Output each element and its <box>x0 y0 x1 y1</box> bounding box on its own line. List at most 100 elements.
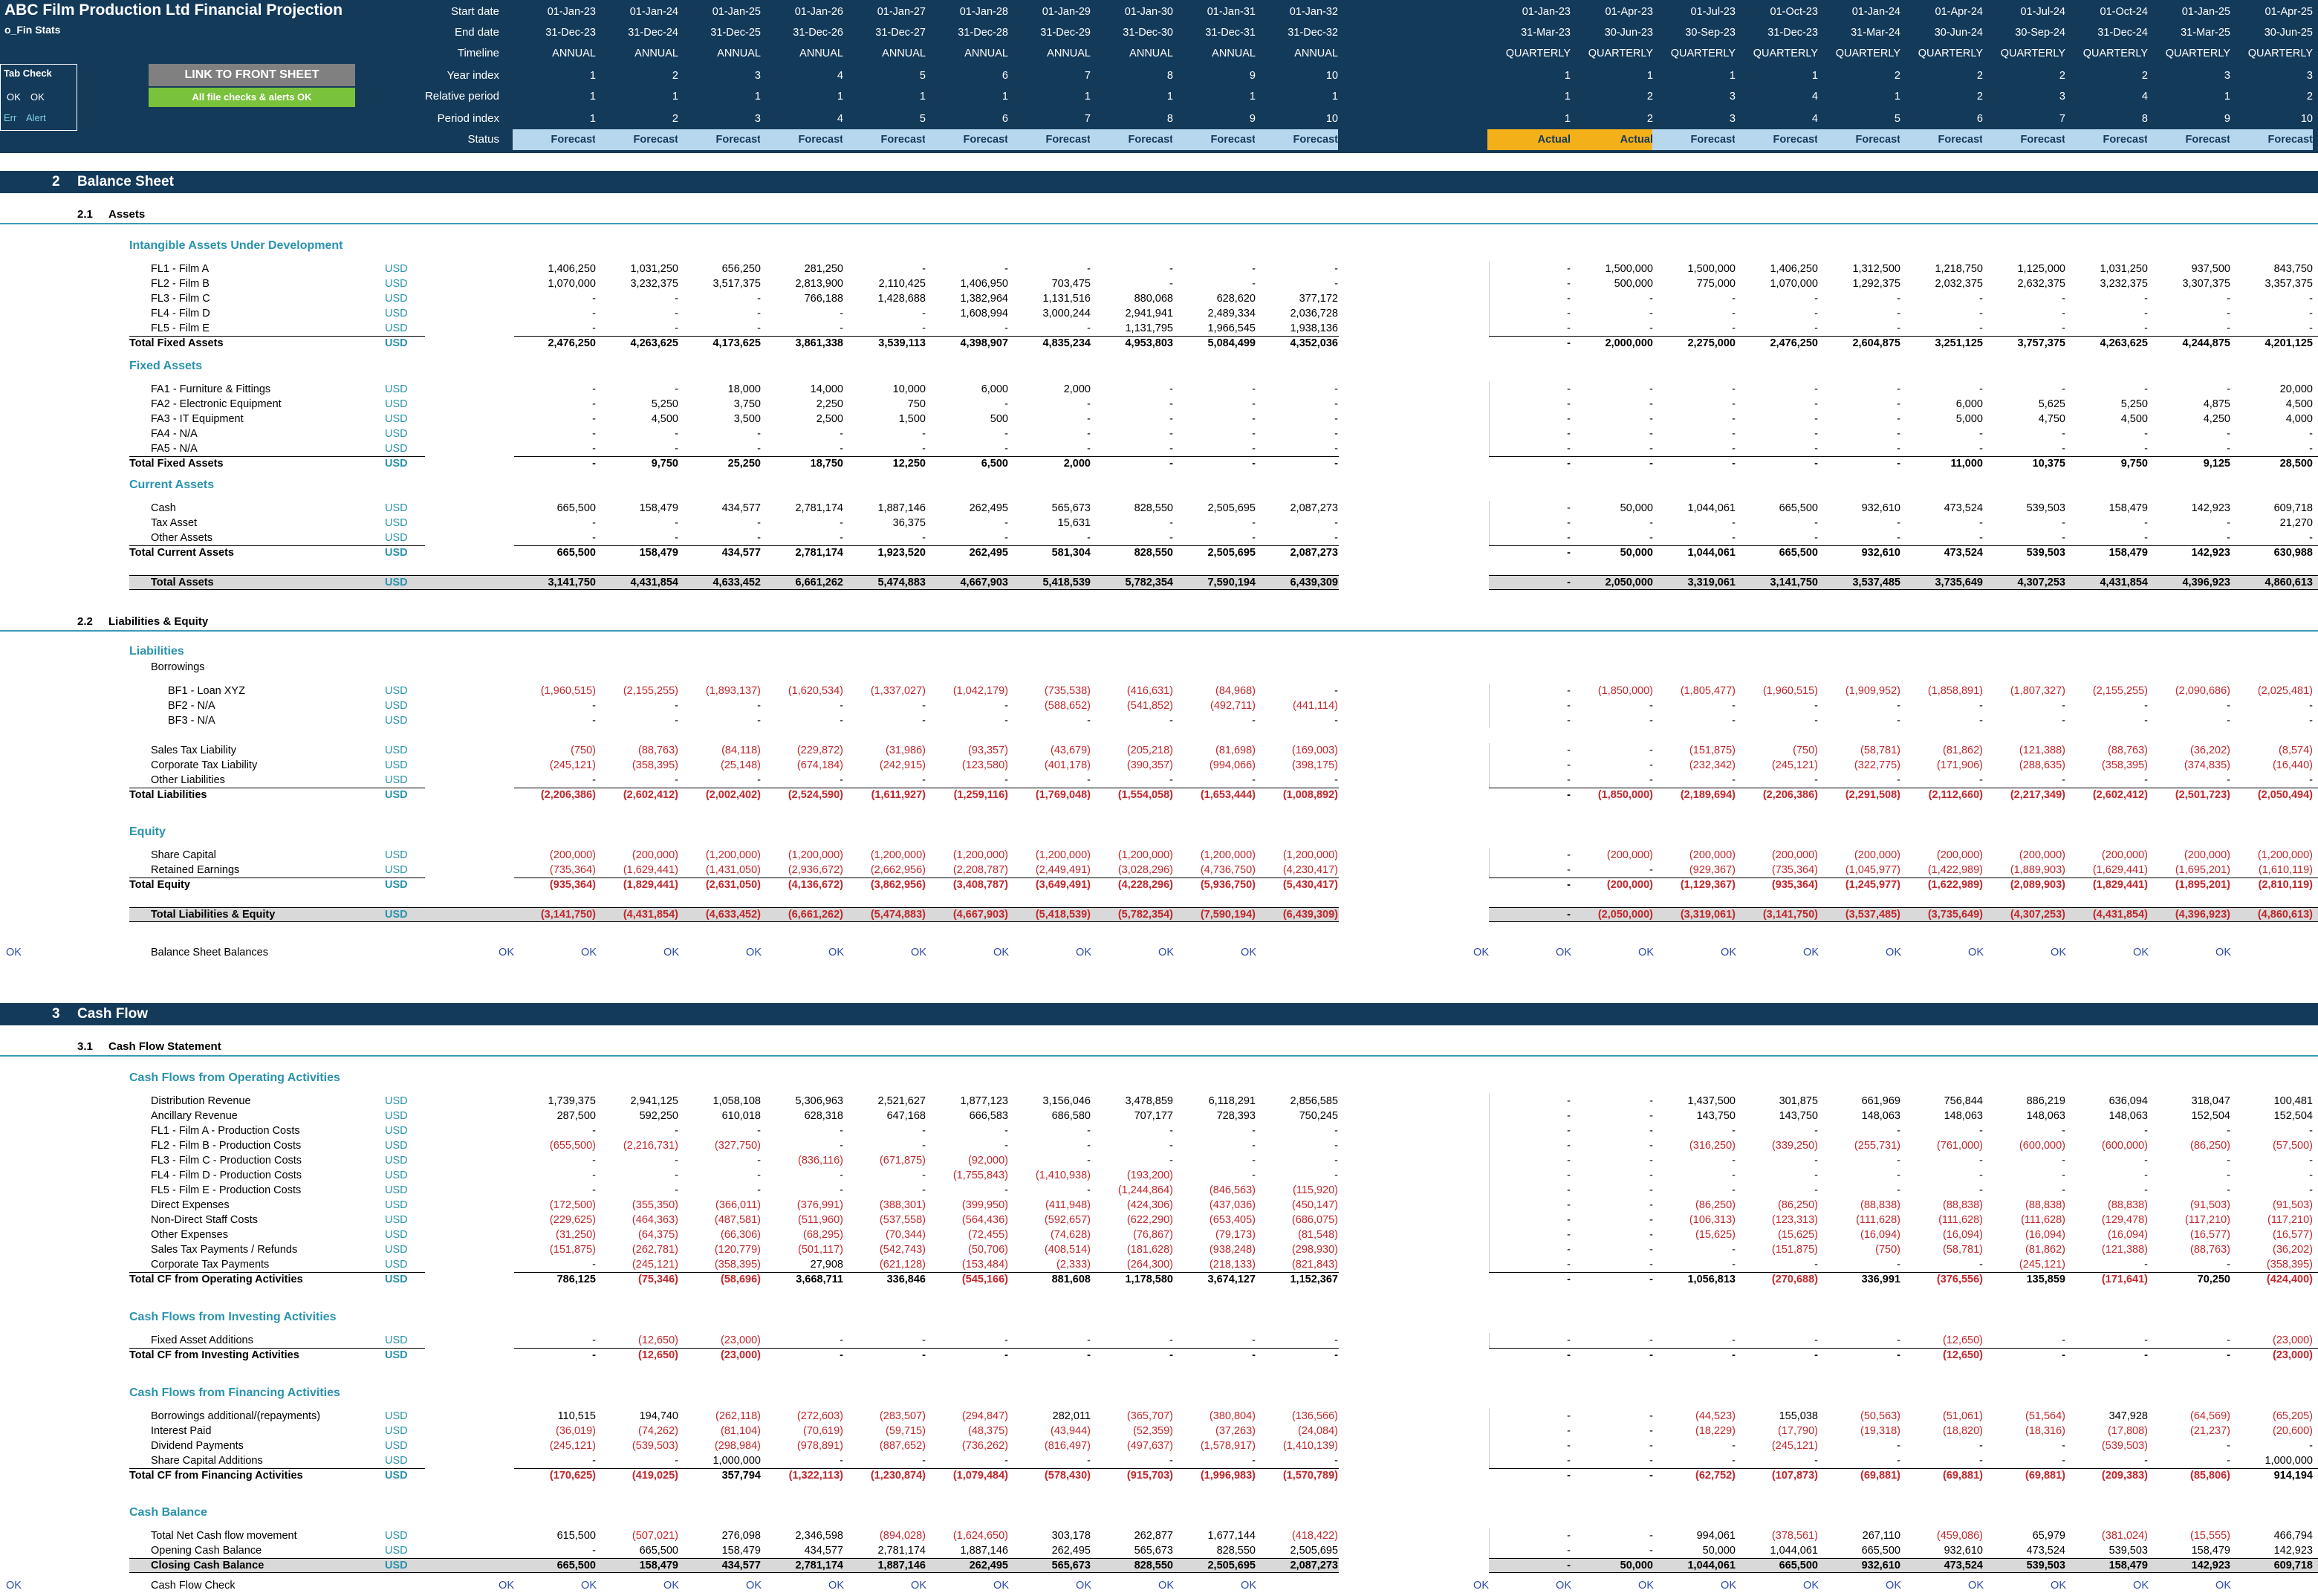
quarterly-value-cell[interactable]: - <box>2144 383 2148 395</box>
quarterly-value-cell[interactable]: 4,201,125 <box>2265 337 2313 349</box>
annual-value-cell[interactable]: (12,650) <box>637 1349 678 1361</box>
annual-value-cell[interactable]: - <box>1169 443 1173 455</box>
annual-value-cell[interactable]: 336,846 <box>886 1274 926 1285</box>
annual-value-cell[interactable]: (262,781) <box>632 1244 678 1256</box>
quarterly-value-cell[interactable]: 1,406,250 <box>1770 263 1818 275</box>
quarterly-value-cell[interactable]: - <box>2227 1259 2230 1271</box>
quarterly-value-cell[interactable]: (16,094) <box>1942 1229 1983 1241</box>
annual-value-cell[interactable]: (366,011) <box>715 1199 761 1211</box>
quarterly-value-cell[interactable]: - <box>1649 383 1653 395</box>
annual-value-cell[interactable]: - <box>675 774 678 786</box>
annual-value-cell[interactable]: - <box>1004 443 1008 455</box>
annual-value-cell[interactable]: (5,418,539) <box>1035 909 1091 921</box>
annual-value-cell[interactable]: (1,337,027) <box>870 685 926 697</box>
quarterly-value-cell[interactable]: - <box>1649 1410 1653 1422</box>
quarterly-value-cell[interactable]: - <box>2309 774 2313 786</box>
quarterly-value-cell[interactable]: - <box>1567 700 1571 712</box>
annual-value-cell[interactable]: - <box>1169 1334 1173 1346</box>
annual-value-cell[interactable]: (3,028,296) <box>1117 864 1173 876</box>
annual-value-cell[interactable]: (200,000) <box>632 849 678 861</box>
quarterly-value-cell[interactable]: 3,232,375 <box>2100 278 2148 290</box>
quarterly-value-cell[interactable]: - <box>1649 759 1653 771</box>
annual-value-cell[interactable]: (72,455) <box>967 1229 1008 1241</box>
quarterly-value-cell[interactable]: - <box>1567 1410 1571 1422</box>
quarterly-value-cell[interactable]: (3,319,061) <box>1680 909 1736 921</box>
annual-value-cell[interactable]: - <box>757 1125 761 1137</box>
annual-value-cell[interactable]: (497,637) <box>1126 1440 1173 1452</box>
annual-value-cell[interactable]: (115,920) <box>1293 1184 1338 1196</box>
annual-value-cell[interactable]: - <box>675 383 678 395</box>
annual-value-cell[interactable]: - <box>922 1170 926 1181</box>
annual-value-cell[interactable]: 18,000 <box>727 383 761 395</box>
annual-value-cell[interactable]: (1,042,179) <box>952 685 1008 697</box>
annual-value-cell[interactable]: 2,505,695 <box>1207 502 1256 514</box>
annual-value-cell[interactable]: 2,500 <box>816 413 843 425</box>
annual-value-cell[interactable]: (539,503) <box>632 1440 678 1452</box>
quarterly-value-cell[interactable]: - <box>1649 1199 1653 1211</box>
quarterly-value-cell[interactable]: - <box>1649 745 1653 756</box>
annual-value-cell[interactable]: 5,084,499 <box>1207 337 1256 349</box>
annual-value-cell[interactable]: (674,184) <box>796 759 843 771</box>
quarterly-value-cell[interactable]: - <box>1649 1274 1653 1285</box>
quarterly-value-cell[interactable]: - <box>1567 532 1571 544</box>
quarterly-value-cell[interactable]: 3,735,649 <box>1935 577 1983 588</box>
annual-value-cell[interactable]: 3,500 <box>733 413 761 425</box>
annual-value-cell[interactable]: - <box>1252 413 1256 425</box>
quarterly-value-cell[interactable]: (171,906) <box>1936 759 1983 771</box>
annual-value-cell[interactable]: (298,984) <box>714 1440 761 1452</box>
annual-value-cell[interactable]: - <box>1169 458 1173 470</box>
quarterly-value-cell[interactable]: - <box>1897 700 1900 712</box>
quarterly-value-cell[interactable]: 152,504 <box>2273 1110 2313 1122</box>
quarterly-value-cell[interactable]: - <box>1567 278 1571 290</box>
quarterly-value-cell[interactable]: 4,307,253 <box>2017 577 2065 588</box>
quarterly-value-cell[interactable]: - <box>1897 398 1900 410</box>
annual-value-cell[interactable]: (416,631) <box>1126 685 1173 697</box>
quarterly-value-cell[interactable]: 756,844 <box>1944 1095 1983 1107</box>
annual-value-cell[interactable]: - <box>1334 715 1338 727</box>
quarterly-value-cell[interactable]: - <box>1649 1470 1653 1482</box>
annual-value-cell[interactable]: 1,739,375 <box>548 1095 596 1107</box>
annual-value-cell[interactable]: 828,550 <box>1216 1545 1256 1557</box>
quarterly-value-cell[interactable]: (1,829,441) <box>2092 879 2148 891</box>
annual-value-cell[interactable]: 1,887,146 <box>877 1560 926 1571</box>
quarterly-value-cell[interactable]: 152,504 <box>2191 1110 2230 1122</box>
annual-value-cell[interactable]: (229,625) <box>549 1214 596 1226</box>
quarterly-value-cell[interactable]: 665,500 <box>1779 502 1818 514</box>
quarterly-value-cell[interactable]: (1,622,989) <box>1927 879 1983 891</box>
annual-value-cell[interactable]: (542,743) <box>879 1244 926 1256</box>
quarterly-value-cell[interactable]: - <box>1979 700 1983 712</box>
quarterly-value-cell[interactable]: - <box>1567 458 1571 470</box>
quarterly-value-cell[interactable]: - <box>1732 1440 1736 1452</box>
annual-value-cell[interactable]: (1,611,927) <box>871 789 926 801</box>
quarterly-value-cell[interactable]: (36,202) <box>2189 745 2230 756</box>
annual-value-cell[interactable]: (836,116) <box>798 1155 843 1167</box>
annual-value-cell[interactable]: 276,098 <box>721 1530 761 1542</box>
annual-value-cell[interactable]: 1,031,250 <box>630 263 678 275</box>
quarterly-value-cell[interactable]: (58,781) <box>1942 1244 1983 1256</box>
quarterly-value-cell[interactable]: - <box>2309 293 2313 305</box>
annual-value-cell[interactable]: 10,000 <box>892 383 926 395</box>
annual-value-cell[interactable]: (1,200,000) <box>705 849 761 861</box>
annual-value-cell[interactable]: 592,250 <box>639 1110 678 1122</box>
quarterly-value-cell[interactable]: - <box>1897 322 1900 334</box>
quarterly-value-cell[interactable]: (12,650) <box>1942 1349 1983 1361</box>
quarterly-value-cell[interactable]: (51,564) <box>2025 1410 2065 1422</box>
quarterly-value-cell[interactable]: (81,862) <box>1942 745 1983 756</box>
annual-value-cell[interactable]: - <box>1334 1334 1338 1346</box>
annual-value-cell[interactable]: - <box>675 1170 678 1181</box>
annual-value-cell[interactable]: 4,835,234 <box>1042 337 1091 349</box>
annual-value-cell[interactable]: - <box>1252 532 1256 544</box>
quarterly-value-cell[interactable]: - <box>1567 1545 1571 1557</box>
quarterly-value-cell[interactable]: 2,050,000 <box>1605 577 1653 588</box>
annual-value-cell[interactable]: 4,173,625 <box>712 337 761 349</box>
annual-value-cell[interactable]: 4,633,452 <box>712 577 761 588</box>
quarterly-value-cell[interactable]: - <box>1732 1455 1736 1467</box>
quarterly-value-cell[interactable]: - <box>1567 715 1571 727</box>
annual-value-cell[interactable]: - <box>1169 532 1173 544</box>
annual-value-cell[interactable]: 2,505,695 <box>1207 547 1256 559</box>
quarterly-value-cell[interactable]: 148,063 <box>1861 1110 1900 1122</box>
annual-value-cell[interactable]: - <box>1252 1334 1256 1346</box>
quarterly-value-cell[interactable]: - <box>2062 1334 2065 1346</box>
quarterly-value-cell[interactable]: - <box>1649 700 1653 712</box>
annual-value-cell[interactable]: (1,431,050) <box>705 864 761 876</box>
